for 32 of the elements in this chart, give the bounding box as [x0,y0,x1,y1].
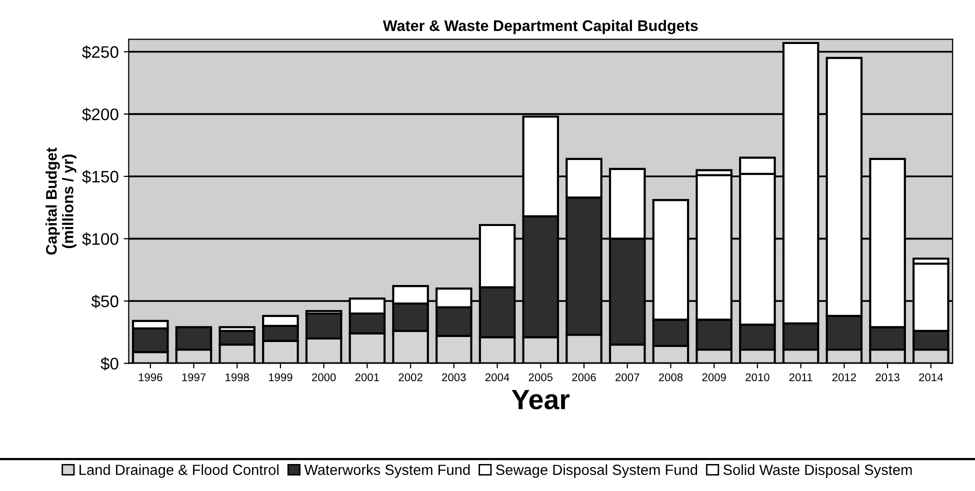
x-tick-label: 1999 [268,373,292,382]
y-tick-label: $250 [82,45,118,59]
legend-label: Sewage Disposal System Fund [496,464,698,478]
x-tick-label: 2000 [312,373,336,382]
legend-label: Land Drainage & Flood Control [80,464,278,478]
y-axis-title: Capital Budget (millions / yr) [46,148,76,255]
x-tick-label: 2012 [832,373,856,382]
y-tick-label: $150 [82,170,118,184]
x-tick-label: 2013 [876,373,900,382]
y-tick-label: $50 [91,294,118,308]
x-tick-label: 2009 [702,373,726,382]
x-tick-label: 2011 [789,373,812,382]
x-tick-label: 1998 [226,373,249,382]
y-tick-label: $100 [82,232,118,246]
x-tick-label: 2005 [528,373,553,382]
x-tick-label: 2007 [616,373,640,382]
x-tick-label: 1996 [138,373,162,382]
x-tick-label: 2006 [572,373,596,382]
x-tick-label: 2003 [442,373,466,382]
x-tick-label: 2004 [485,373,510,382]
y-tick-label: $200 [82,108,118,122]
x-tick-label: 2010 [746,373,770,382]
chart-title: Water & Waste Department Capital Budgets [382,20,698,34]
x-tick-label: 2002 [398,373,422,382]
legend-label: Waterworks System Fund [304,464,470,478]
legend-label: Solid Waste Disposal System [723,464,912,478]
x-tick-label: 1997 [182,373,206,382]
y-tick-label: $0 [100,357,118,371]
x-tick-label: 2014 [919,373,943,382]
x-tick-label: 2008 [658,373,683,382]
x-tick-label: 2001 [355,373,380,382]
x-axis-title: Year [512,390,570,410]
